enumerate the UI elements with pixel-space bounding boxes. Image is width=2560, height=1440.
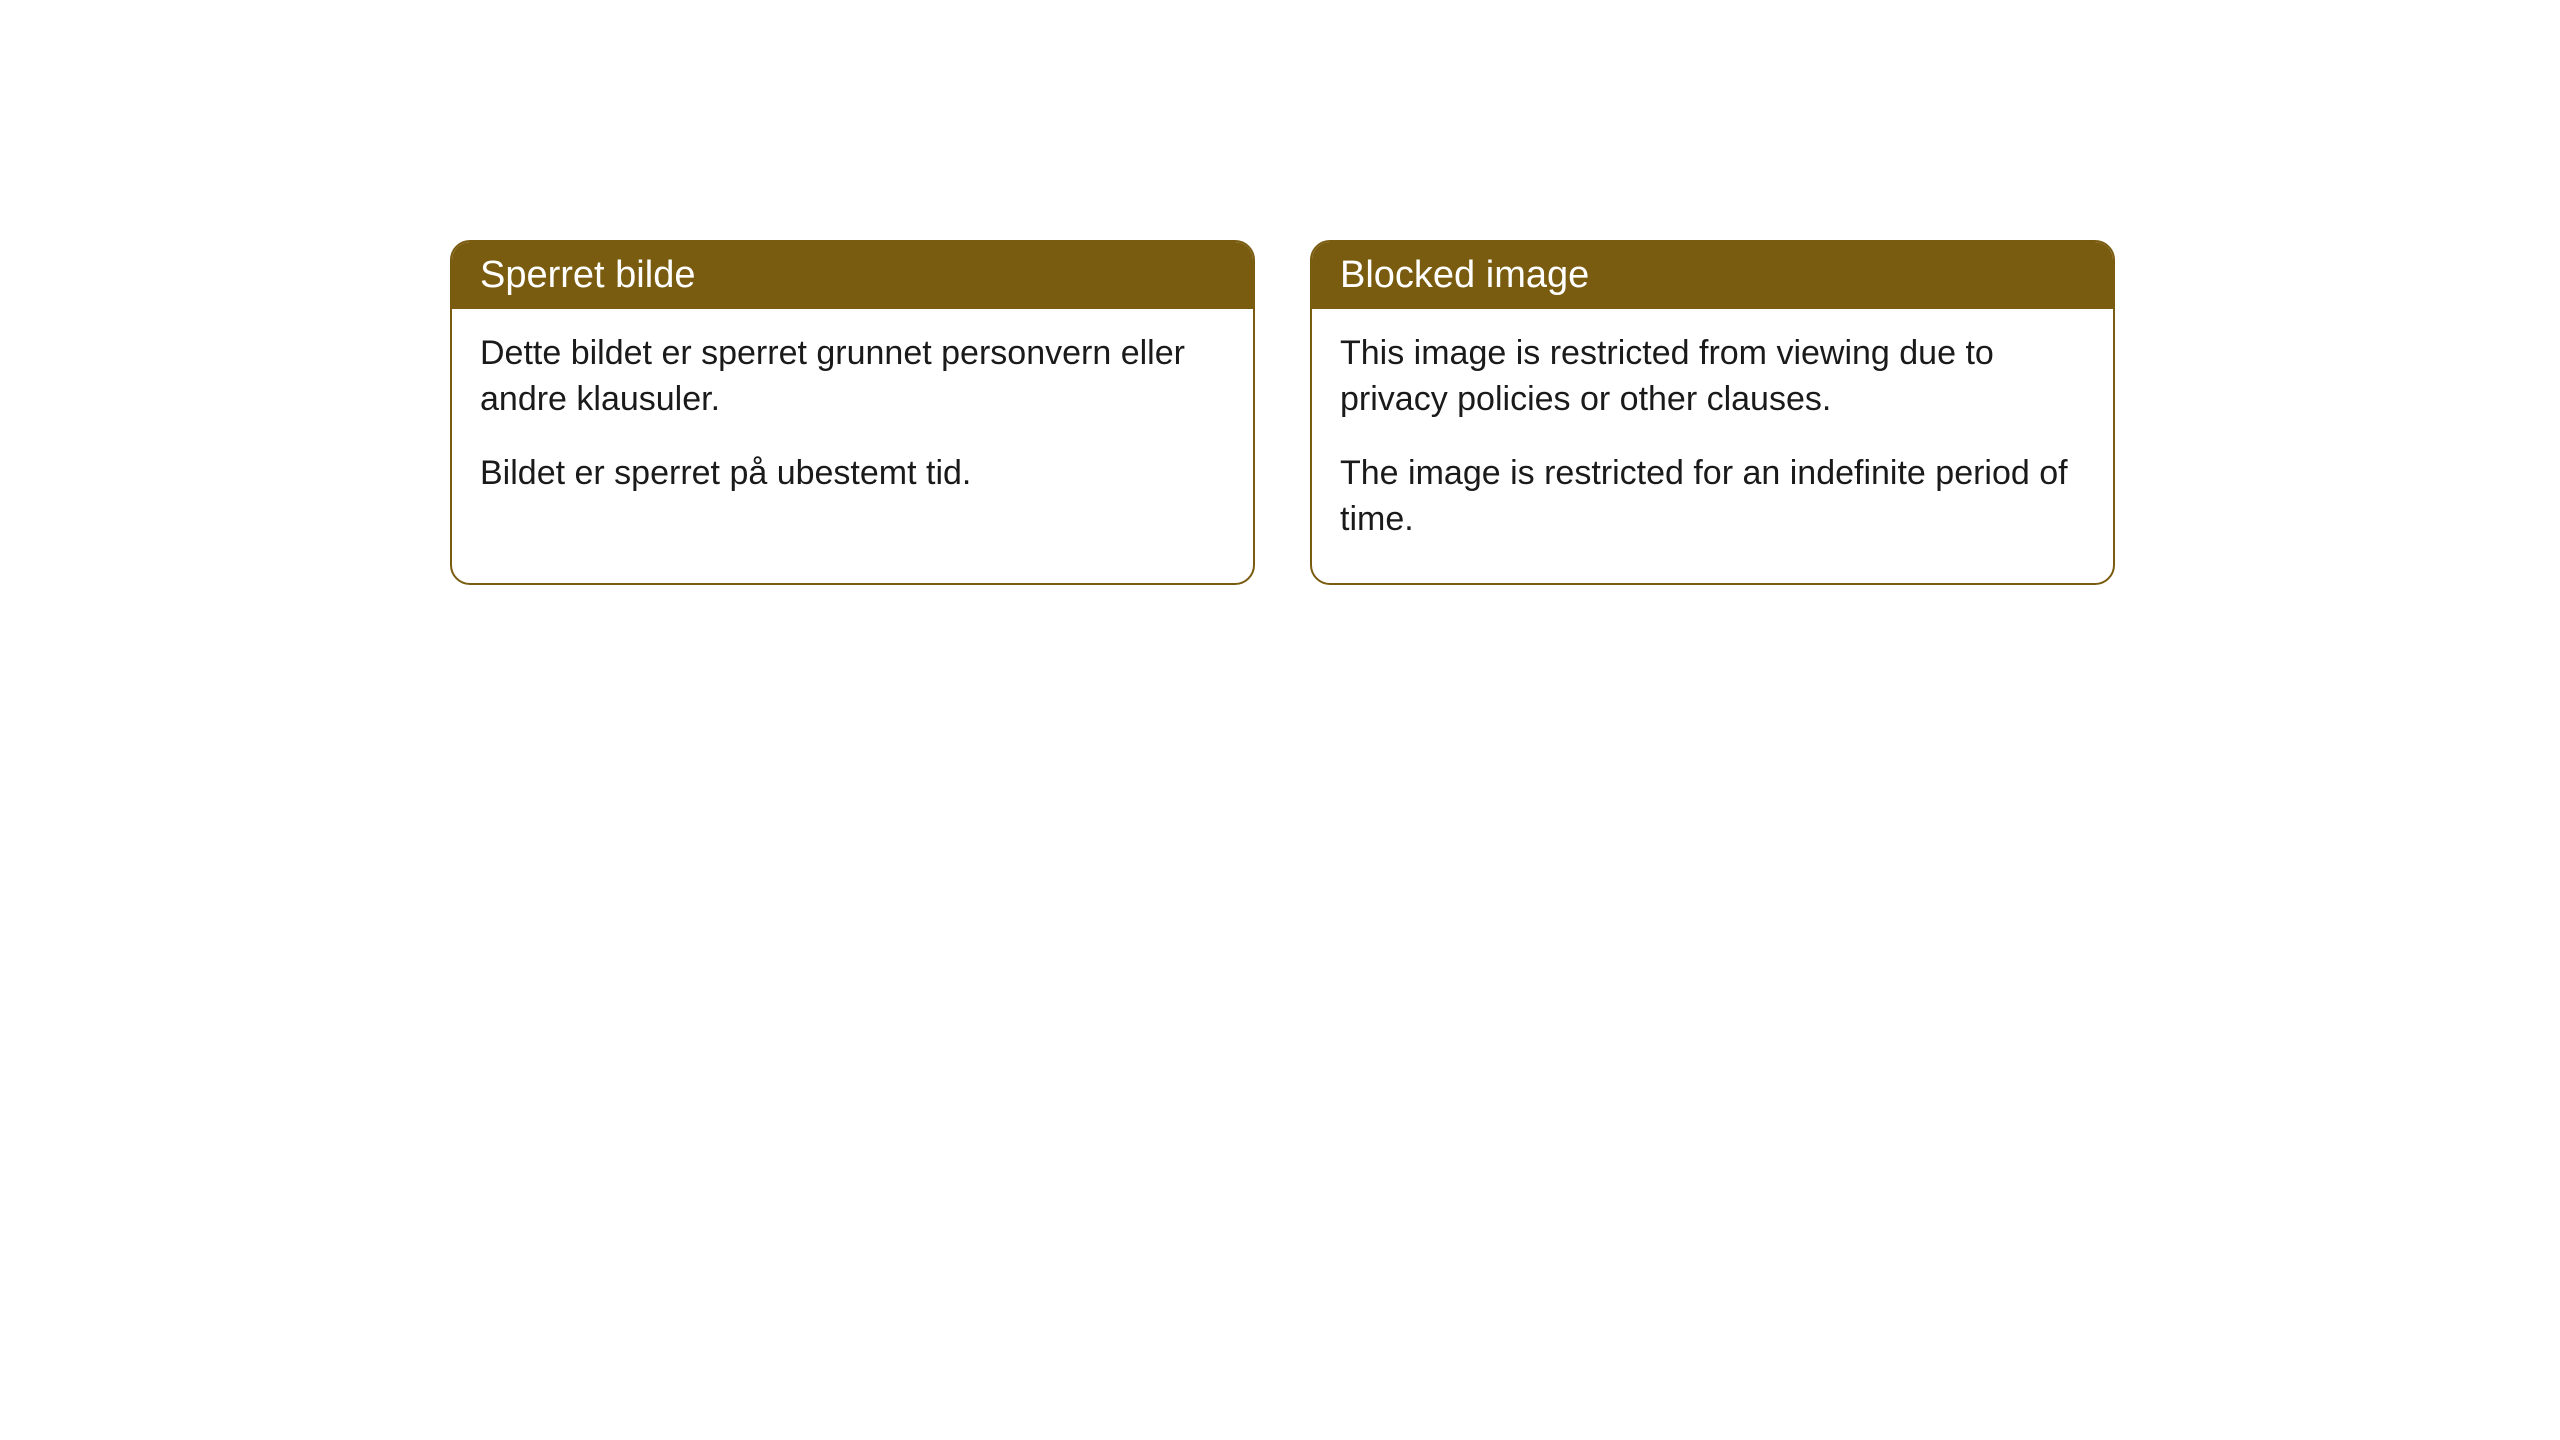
notice-cards-container: Sperret bilde Dette bildet er sperret gr… — [450, 240, 2115, 585]
card-header: Blocked image — [1312, 242, 2113, 309]
card-paragraph: Dette bildet er sperret grunnet personve… — [480, 331, 1225, 423]
card-paragraph: Bildet er sperret på ubestemt tid. — [480, 451, 1225, 497]
card-title: Blocked image — [1340, 254, 1589, 296]
card-paragraph: The image is restricted for an indefinit… — [1340, 451, 2085, 543]
card-title: Sperret bilde — [480, 254, 695, 296]
blocked-image-card-en: Blocked image This image is restricted f… — [1310, 240, 2115, 585]
card-header: Sperret bilde — [452, 242, 1253, 309]
card-body: Dette bildet er sperret grunnet personve… — [452, 309, 1253, 537]
blocked-image-card-no: Sperret bilde Dette bildet er sperret gr… — [450, 240, 1255, 585]
card-paragraph: This image is restricted from viewing du… — [1340, 331, 2085, 423]
card-body: This image is restricted from viewing du… — [1312, 309, 2113, 583]
